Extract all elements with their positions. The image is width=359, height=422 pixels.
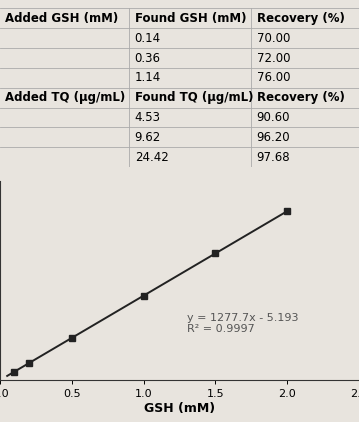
- Text: 9.62: 9.62: [135, 131, 161, 144]
- Text: Added GSH (mM): Added GSH (mM): [5, 12, 118, 25]
- Text: 0.36: 0.36: [135, 51, 160, 65]
- Text: 90.60: 90.60: [257, 111, 290, 124]
- Text: Found TQ (μg/mL): Found TQ (μg/mL): [135, 91, 253, 104]
- X-axis label: GSH (mM): GSH (mM): [144, 402, 215, 414]
- Text: 1.14: 1.14: [135, 71, 161, 84]
- Text: Recovery (%): Recovery (%): [257, 12, 345, 25]
- Text: 97.68: 97.68: [257, 151, 290, 164]
- Text: 96.20: 96.20: [257, 131, 290, 144]
- Text: 24.42: 24.42: [135, 151, 168, 164]
- Text: 70.00: 70.00: [257, 32, 290, 45]
- Text: Recovery (%): Recovery (%): [257, 91, 345, 104]
- Text: 76.00: 76.00: [257, 71, 290, 84]
- Text: 4.53: 4.53: [135, 111, 160, 124]
- Text: y = 1277.7x - 5.193
R² = 0.9997: y = 1277.7x - 5.193 R² = 0.9997: [187, 313, 298, 334]
- Text: Added TQ (μg/mL): Added TQ (μg/mL): [5, 91, 126, 104]
- Text: Found GSH (mM): Found GSH (mM): [135, 12, 246, 25]
- Text: 72.00: 72.00: [257, 51, 290, 65]
- Text: 0.14: 0.14: [135, 32, 161, 45]
